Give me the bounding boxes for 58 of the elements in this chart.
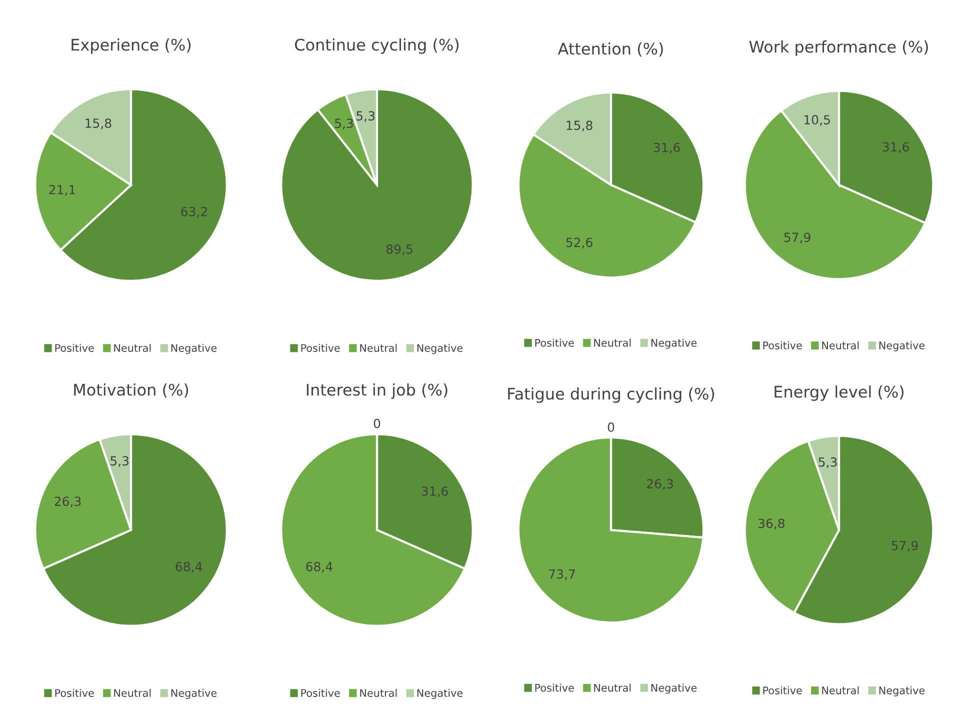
data-label: 5,3 — [110, 456, 128, 467]
legend-label: Neutral — [822, 686, 859, 694]
data-label: 15,8 — [566, 120, 592, 132]
data-label: 57,9 — [784, 232, 810, 244]
legend-label: Negative — [879, 341, 925, 352]
chart-title: Work performance (%) — [749, 40, 928, 56]
legend-label: Positive — [763, 686, 802, 694]
chart-title: Attention (%) — [558, 42, 663, 57]
data-label: 31,6 — [422, 486, 448, 498]
data-label: 10,5 — [804, 115, 830, 126]
legend-label: Negative — [171, 344, 217, 354]
pie-slice — [517, 436, 704, 624]
legend-label: Neutral — [822, 341, 859, 350]
data-label: 31,6 — [654, 142, 680, 154]
legend-label: Neutral — [594, 338, 631, 347]
legend-label: Neutral — [594, 684, 631, 692]
legend-label: Neutral — [360, 688, 397, 697]
chart-title: Energy level (%) — [774, 385, 904, 401]
data-label: 68,4 — [306, 562, 332, 573]
text: 0 — [374, 418, 380, 428]
data-label: 26,3 — [646, 479, 673, 490]
chart-title: Continue cycling (%) — [295, 38, 459, 54]
legend-label: Negative — [651, 684, 697, 694]
data-label: 5,3 — [335, 118, 353, 130]
legend-label: Positive — [301, 688, 340, 697]
chart-title: Experience (%) — [72, 38, 191, 54]
pie-slice — [280, 88, 474, 282]
chart-title: Motivation (%) — [74, 383, 188, 398]
data-label: 31,6 — [882, 142, 909, 153]
data-label: 5,3 — [356, 111, 375, 122]
legend-label: Negative — [417, 688, 463, 699]
data-label: 89,5 — [386, 244, 412, 256]
legend-label: Neutral — [114, 688, 151, 697]
data-label: 73,7 — [549, 569, 575, 580]
legend-label: Negative — [417, 344, 463, 354]
legend-label: Positive — [535, 684, 574, 692]
data-label: 63,2 — [181, 206, 207, 218]
data-label: 68,4 — [176, 562, 202, 573]
chart-title: Fatigue during cycling (%) — [508, 387, 714, 403]
data-label: 15,8 — [86, 118, 112, 130]
legend-label: Positive — [535, 338, 574, 347]
legend-label: Negative — [651, 338, 697, 349]
legend-label: Positive — [55, 344, 94, 352]
chart-title: Interest in job (%) — [306, 383, 448, 399]
data-label: 5,3 — [818, 457, 837, 468]
legend-label: Positive — [55, 688, 94, 697]
legend-label: Positive — [763, 341, 802, 350]
legend-label: Positive — [301, 344, 340, 352]
data-label: 21,1 — [49, 184, 75, 196]
legend-label: Negative — [879, 686, 925, 696]
data-label: 26,3 — [54, 496, 81, 508]
data-label: 57,9 — [892, 540, 918, 552]
legend-label: Neutral — [360, 344, 397, 352]
legend-label: Neutral — [114, 344, 151, 352]
legend-label: Negative — [171, 688, 217, 699]
data-label: 52,6 — [566, 238, 592, 248]
data-label: 36,8 — [758, 518, 784, 530]
text: 0 — [608, 422, 614, 432]
